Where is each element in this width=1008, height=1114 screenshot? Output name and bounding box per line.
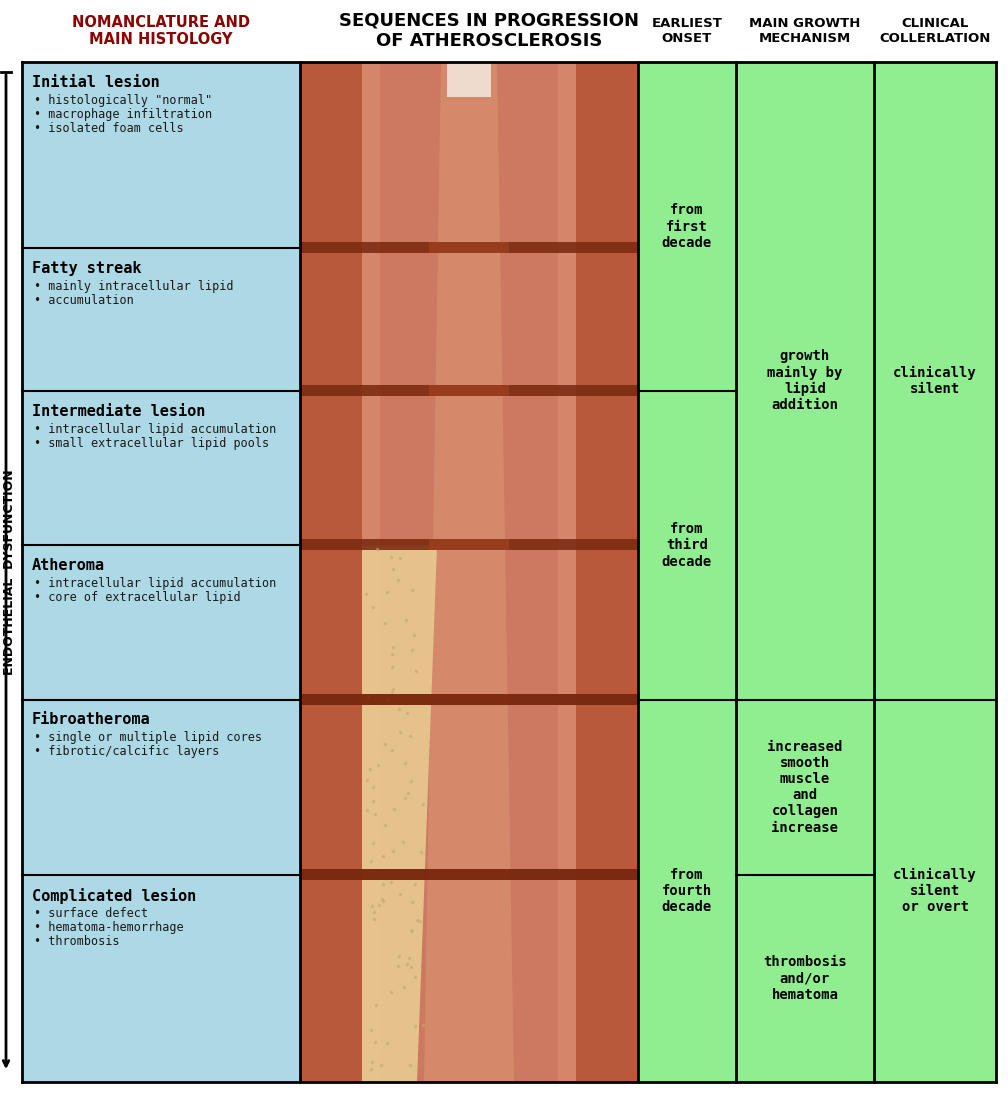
Polygon shape [424,62,514,1082]
Text: Fatty streak: Fatty streak [32,261,141,276]
Bar [300,242,638,253]
Text: clinically
silent: clinically silent [893,365,977,395]
Text: • small extracellular lipid pools: • small extracellular lipid pools [34,438,269,450]
Bar [447,62,491,97]
Text: growth
mainly by
lipid
addition: growth mainly by lipid addition [767,350,843,412]
Bar [300,694,638,704]
Bar [429,539,509,550]
Bar [429,385,509,397]
Bar [429,694,509,704]
Text: EARLIEST
ONSET: EARLIEST ONSET [651,17,723,45]
Text: • histologically "normal": • histologically "normal" [34,94,212,107]
Text: from
first
decade: from first decade [662,204,712,250]
Bar [300,62,362,1082]
Text: from
third
decade: from third decade [662,522,712,568]
Text: • core of extracellular lipid: • core of extracellular lipid [34,592,241,605]
Bar [429,869,509,880]
Bar [300,694,638,704]
Text: • accumulation: • accumulation [34,294,134,307]
Bar [300,539,638,550]
Bar [22,62,638,1082]
Text: • isolated foam cells: • isolated foam cells [34,123,183,135]
Text: • single or multiple lipid cores: • single or multiple lipid cores [34,732,262,744]
Text: Intermediate lesion: Intermediate lesion [32,404,206,419]
Bar [300,385,638,397]
Polygon shape [362,546,437,1082]
Text: thrombosis
and/or
hematoma: thrombosis and/or hematoma [763,955,847,1001]
Bar [300,869,638,880]
Text: MAIN GROWTH
MECHANISM: MAIN GROWTH MECHANISM [749,17,861,45]
Text: from
fourth
decade: from fourth decade [662,868,712,913]
Bar [362,62,380,1082]
Bar [300,869,638,880]
Bar [558,62,576,1082]
Text: • thrombosis: • thrombosis [34,935,120,948]
Text: Fibroatheroma: Fibroatheroma [32,713,150,727]
Text: Complicated lesion: Complicated lesion [32,888,197,903]
Text: ENDOTHELIAL  DYSFUNCTION: ENDOTHELIAL DYSFUNCTION [3,469,16,675]
Text: • surface defect: • surface defect [34,907,148,920]
Text: increased
smooth
muscle
and
collagen
increase: increased smooth muscle and collagen inc… [767,740,843,834]
Text: Initial lesion: Initial lesion [32,75,159,90]
Bar [300,62,638,1082]
Text: • fibrotic/calcific layers: • fibrotic/calcific layers [34,745,220,759]
Bar [638,62,996,1082]
Bar [429,242,509,253]
Text: • hematoma-hemorrhage: • hematoma-hemorrhage [34,921,183,934]
Text: • mainly intracellular lipid: • mainly intracellular lipid [34,280,234,293]
Text: • intracellular lipid accumulation: • intracellular lipid accumulation [34,577,276,590]
Bar [576,62,638,1082]
Text: • intracellular lipid accumulation: • intracellular lipid accumulation [34,423,276,437]
Text: SEQUENCES IN PROGRESSION
OF ATHEROSCLEROSIS: SEQUENCES IN PROGRESSION OF ATHEROSCLERO… [339,11,639,50]
Text: • macrophage infiltration: • macrophage infiltration [34,108,212,121]
Text: NOMANCLATURE AND
MAIN HISTOLOGY: NOMANCLATURE AND MAIN HISTOLOGY [72,14,250,47]
Text: Atheroma: Atheroma [32,558,105,574]
Text: clinically
silent
or overt: clinically silent or overt [893,868,977,913]
Text: CLINICAL
COLLERLATION: CLINICAL COLLERLATION [879,17,991,45]
